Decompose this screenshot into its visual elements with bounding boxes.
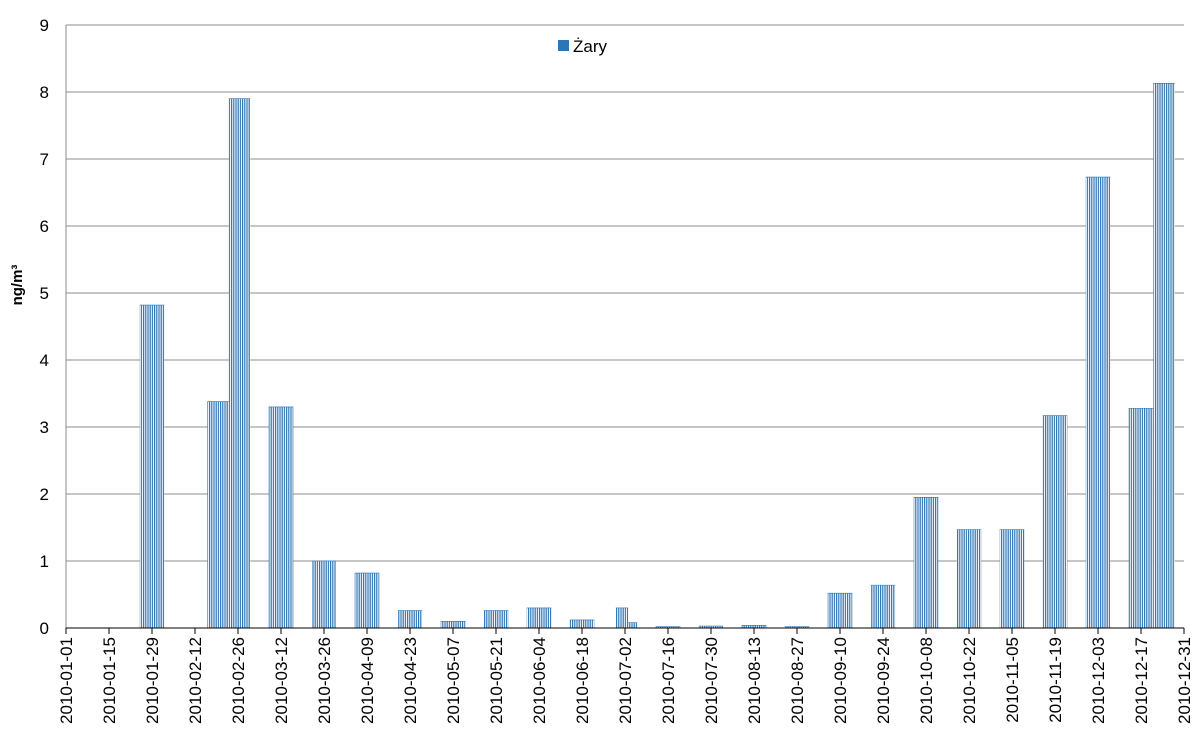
x-tick-label: 2010-07-30 <box>702 637 721 724</box>
x-tick-label: 2010-09-10 <box>831 637 850 724</box>
x-tick-label: 2010-01-29 <box>143 637 162 724</box>
y-tick-label: 6 <box>40 217 49 236</box>
bar <box>398 611 423 628</box>
bar <box>484 611 509 628</box>
bar <box>441 621 466 628</box>
legend: Żary <box>558 37 608 56</box>
x-tick-label: 2010-07-16 <box>659 637 678 724</box>
x-tick-label: 2010-10-22 <box>960 637 979 724</box>
y-tick-labels: 0 1 2 3 4 5 6 7 8 9 <box>40 16 49 638</box>
bar <box>1000 530 1025 628</box>
x-tick-label: 2010-05-07 <box>444 637 463 724</box>
x-tick-label: 2010-01-01 <box>57 637 76 724</box>
bar <box>207 402 229 628</box>
y-tick-label: 1 <box>40 552 49 571</box>
y-axis-label: ng/m³ <box>9 265 26 306</box>
x-tick-label: 2010-04-23 <box>401 637 420 724</box>
x-tick-label: 2010-12-31 <box>1175 637 1193 724</box>
x-tick-label: 2010-06-04 <box>530 637 549 724</box>
bar <box>828 593 853 628</box>
y-tick-label: 4 <box>40 351 49 370</box>
x-tick-label: 2010-11-19 <box>1046 637 1065 723</box>
y-tick-label: 0 <box>40 619 49 638</box>
x-tick-label: 2010-03-26 <box>315 637 334 724</box>
y-tick-label: 2 <box>40 485 49 504</box>
bar <box>1086 177 1111 628</box>
x-tick-label: 2010-03-12 <box>272 637 291 724</box>
bar <box>1129 408 1154 628</box>
bar <box>527 608 552 628</box>
y-tick-label: 5 <box>40 284 49 303</box>
x-tick-label: 2010-11-05 <box>1003 637 1022 723</box>
y-tick-label: 8 <box>40 83 49 102</box>
bar-group <box>140 83 1175 628</box>
y-tick-label: 7 <box>40 150 49 169</box>
x-tick-label: 2010-02-26 <box>229 637 248 724</box>
x-tick-label: 2010-07-02 <box>616 637 635 724</box>
x-tick-label: 2010-10-08 <box>917 637 936 724</box>
bar <box>628 623 637 628</box>
x-tick-label: 2010-02-12 <box>186 637 205 724</box>
x-tick-label: 2010-12-03 <box>1089 637 1108 724</box>
bar <box>140 305 165 628</box>
x-tick-label: 2010-12-17 <box>1132 637 1151 724</box>
bar <box>616 608 628 628</box>
x-tick-label: 2010-09-24 <box>874 637 893 724</box>
bar <box>871 585 896 628</box>
x-tick-label: 2010-06-18 <box>573 637 592 724</box>
bar <box>570 620 595 628</box>
bar <box>1153 83 1175 628</box>
bar <box>269 407 294 628</box>
legend-label: Żary <box>573 37 608 56</box>
bar <box>229 99 251 628</box>
bar <box>355 573 380 628</box>
y-tick-label: 3 <box>40 418 49 437</box>
x-tick-label: 2010-08-13 <box>745 637 764 724</box>
x-tick-labels: 2010-01-01 2010-01-15 2010-01-29 2010-02-12… <box>57 637 1193 724</box>
bar <box>1043 416 1068 628</box>
x-tick-label: 2010-01-15 <box>100 637 119 724</box>
legend-swatch <box>558 40 569 51</box>
bar <box>957 530 982 628</box>
y-tick-label: 9 <box>40 16 49 35</box>
bar <box>312 561 337 628</box>
x-tick-label: 2010-04-09 <box>358 637 377 724</box>
x-tick-label: 2010-08-27 <box>788 637 807 724</box>
bar <box>914 497 939 628</box>
x-tick-label: 2010-05-21 <box>487 637 506 724</box>
